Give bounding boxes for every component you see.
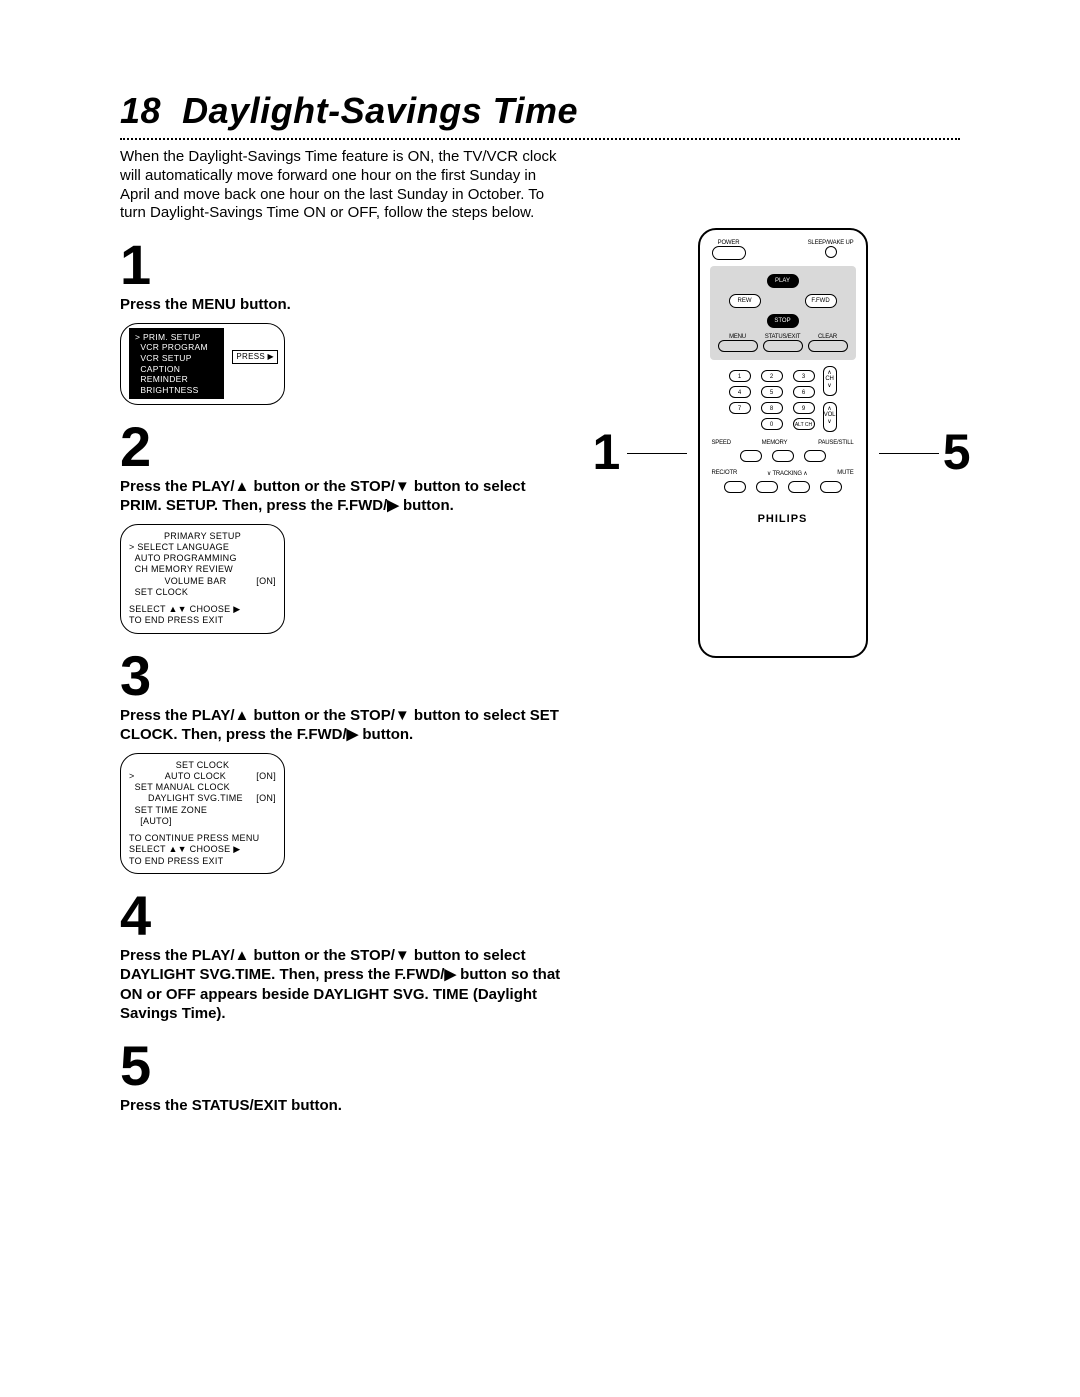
- key-0: 0: [761, 418, 783, 430]
- vol-label: VOL: [824, 412, 835, 418]
- dotted-rule: [120, 138, 960, 140]
- osd1-item: REMINDER: [140, 374, 188, 384]
- osd1-item: VCR SETUP: [140, 353, 191, 363]
- play-button-icon: PLAY: [767, 274, 799, 288]
- osd3-footer1: SELECT ▲▼ CHOOSE ▶: [129, 844, 276, 855]
- osd1-menu: > PRIM. SETUP VCR PROGRAM VCR SETUP CAPT…: [129, 328, 224, 400]
- osd3-item-val: [ON]: [256, 771, 276, 782]
- osd3-item-val: [ON]: [256, 793, 276, 804]
- step-text-5: Press the STATUS/EXIT button.: [120, 1096, 565, 1116]
- vol-rocker-icon: ∧VOL∨: [823, 402, 837, 432]
- osd3-title: SET CLOCK: [129, 760, 276, 771]
- step-text-2: Press the PLAY/▲ button or the STOP/▼ bu…: [120, 477, 565, 516]
- osd2-title: PRIMARY SETUP: [129, 531, 276, 542]
- leader-line: [627, 453, 687, 454]
- recotr-label: REC/OTR: [712, 470, 738, 477]
- page-number: 18: [120, 90, 161, 131]
- power-button-icon: [712, 246, 746, 260]
- rew-button-icon: REW: [729, 294, 761, 308]
- transport-highlight: PLAY REW F.FWD STOP MENU STATUS/EXIT: [710, 266, 856, 360]
- step-number-5: 5: [120, 1038, 565, 1094]
- tracking-down-icon: [756, 481, 778, 493]
- leader-line: [879, 453, 939, 454]
- osd2-item-val: [ON]: [256, 576, 276, 587]
- memory-button-icon: [772, 450, 794, 462]
- ch-label: CH: [825, 376, 833, 382]
- ffwd-button-icon: F.FWD: [805, 294, 837, 308]
- intro-paragraph: When the Daylight-Savings Time feature i…: [120, 148, 565, 223]
- alt-ch-button-icon: ALT CH: [793, 418, 815, 430]
- osd1-item: BRIGHTNESS: [140, 385, 198, 395]
- status-exit-button-icon: [763, 340, 803, 352]
- osd3-item: AUTO CLOCK: [165, 771, 226, 782]
- osd3-item: SET TIME ZONE: [135, 805, 208, 815]
- key-4: 4: [729, 386, 751, 398]
- page-title: 18 Daylight-Savings Time: [120, 90, 960, 132]
- speed-button-icon: [740, 450, 762, 462]
- transport-cluster: PLAY REW F.FWD STOP: [723, 272, 843, 332]
- key-6: 6: [793, 386, 815, 398]
- osd1-item: CAPTION: [140, 364, 180, 374]
- remote-body: POWER SLEEP/WAKE UP PLAY REW F.FWD STOP: [698, 228, 868, 658]
- clear-button-icon: [808, 340, 848, 352]
- key-7: 7: [729, 402, 751, 414]
- sleep-button-icon: [825, 246, 837, 258]
- osd3-item: DAYLIGHT SVG.TIME: [148, 793, 243, 804]
- page-heading: Daylight-Savings Time: [182, 90, 578, 131]
- osd-screen-3: SET CLOCK > AUTO CLOCK[ON] SET MANUAL CL…: [120, 753, 285, 874]
- keypad-area: 1 2 3 4 5 6 7 8: [710, 366, 856, 432]
- pause-button-icon: [804, 450, 826, 462]
- osd1-item: VCR PROGRAM: [140, 342, 208, 352]
- step-number-2: 2: [120, 419, 565, 475]
- key-8: 8: [761, 402, 783, 414]
- brand-logo: PHILIPS: [710, 513, 856, 525]
- osd2-footer2: TO END PRESS EXIT: [129, 615, 276, 626]
- osd2-item: SET CLOCK: [135, 587, 189, 597]
- stop-button-icon: STOP: [767, 314, 799, 328]
- memory-label: MEMORY: [762, 440, 788, 446]
- osd3-item: [AUTO]: [135, 816, 172, 826]
- step-number-3: 3: [120, 648, 565, 704]
- key-5: 5: [761, 386, 783, 398]
- osd-screen-1: > PRIM. SETUP VCR PROGRAM VCR SETUP CAPT…: [120, 323, 285, 405]
- step-text-4: Press the PLAY/▲ button or the STOP/▼ bu…: [120, 946, 565, 1024]
- tracking-label: ∨ TRACKING ∧: [767, 470, 808, 477]
- osd3-item: SET MANUAL CLOCK: [135, 782, 230, 792]
- osd2-footer1: SELECT ▲▼ CHOOSE ▶: [129, 604, 276, 615]
- osd2-item: SELECT LANGUAGE: [137, 542, 229, 552]
- remote-diagram: 2-4 1 5 POWER SLEEP/WAKE UP: [633, 228, 933, 658]
- step-number-4: 4: [120, 888, 565, 944]
- osd1-press-label: PRESS ▶: [232, 350, 278, 364]
- left-column: When the Daylight-Savings Time feature i…: [120, 148, 565, 1115]
- key-1: 1: [729, 370, 751, 382]
- menu-button-icon: [718, 340, 758, 352]
- osd1-item: PRIM. SETUP: [143, 332, 201, 342]
- recotr-button-icon: [724, 481, 746, 493]
- osd3-footer2: TO END PRESS EXIT: [129, 856, 276, 867]
- mute-label: MUTE: [837, 470, 853, 477]
- callout-1: 1: [593, 423, 621, 481]
- step-text-3: Press the PLAY/▲ button or the STOP/▼ bu…: [120, 706, 565, 745]
- speed-label: SPEED: [712, 440, 731, 446]
- tracking-up-icon: [788, 481, 810, 493]
- key-3: 3: [793, 370, 815, 382]
- status-exit-label: STATUS/EXIT: [763, 334, 803, 340]
- osd3-continue: TO CONTINUE PRESS MENU: [129, 833, 276, 844]
- power-label: POWER: [712, 240, 746, 246]
- step-number-1: 1: [120, 237, 565, 293]
- osd-screen-2: PRIMARY SETUP > SELECT LANGUAGE AUTO PRO…: [120, 524, 285, 634]
- ch-rocker-icon: ∧CH∨: [823, 366, 837, 396]
- pause-label: PAUSE/STILL: [818, 440, 853, 446]
- osd2-item: AUTO PROGRAMMING: [135, 553, 237, 563]
- step-text-1: Press the MENU button.: [120, 295, 565, 315]
- key-2: 2: [761, 370, 783, 382]
- mute-button-icon: [820, 481, 842, 493]
- sleep-label: SLEEP/WAKE UP: [808, 240, 854, 246]
- key-9: 9: [793, 402, 815, 414]
- osd2-item: CH MEMORY REVIEW: [135, 564, 233, 574]
- callout-5: 5: [943, 423, 971, 481]
- osd2-item: VOLUME BAR: [164, 576, 226, 587]
- right-column: 2-4 1 5 POWER SLEEP/WAKE UP: [605, 148, 960, 1115]
